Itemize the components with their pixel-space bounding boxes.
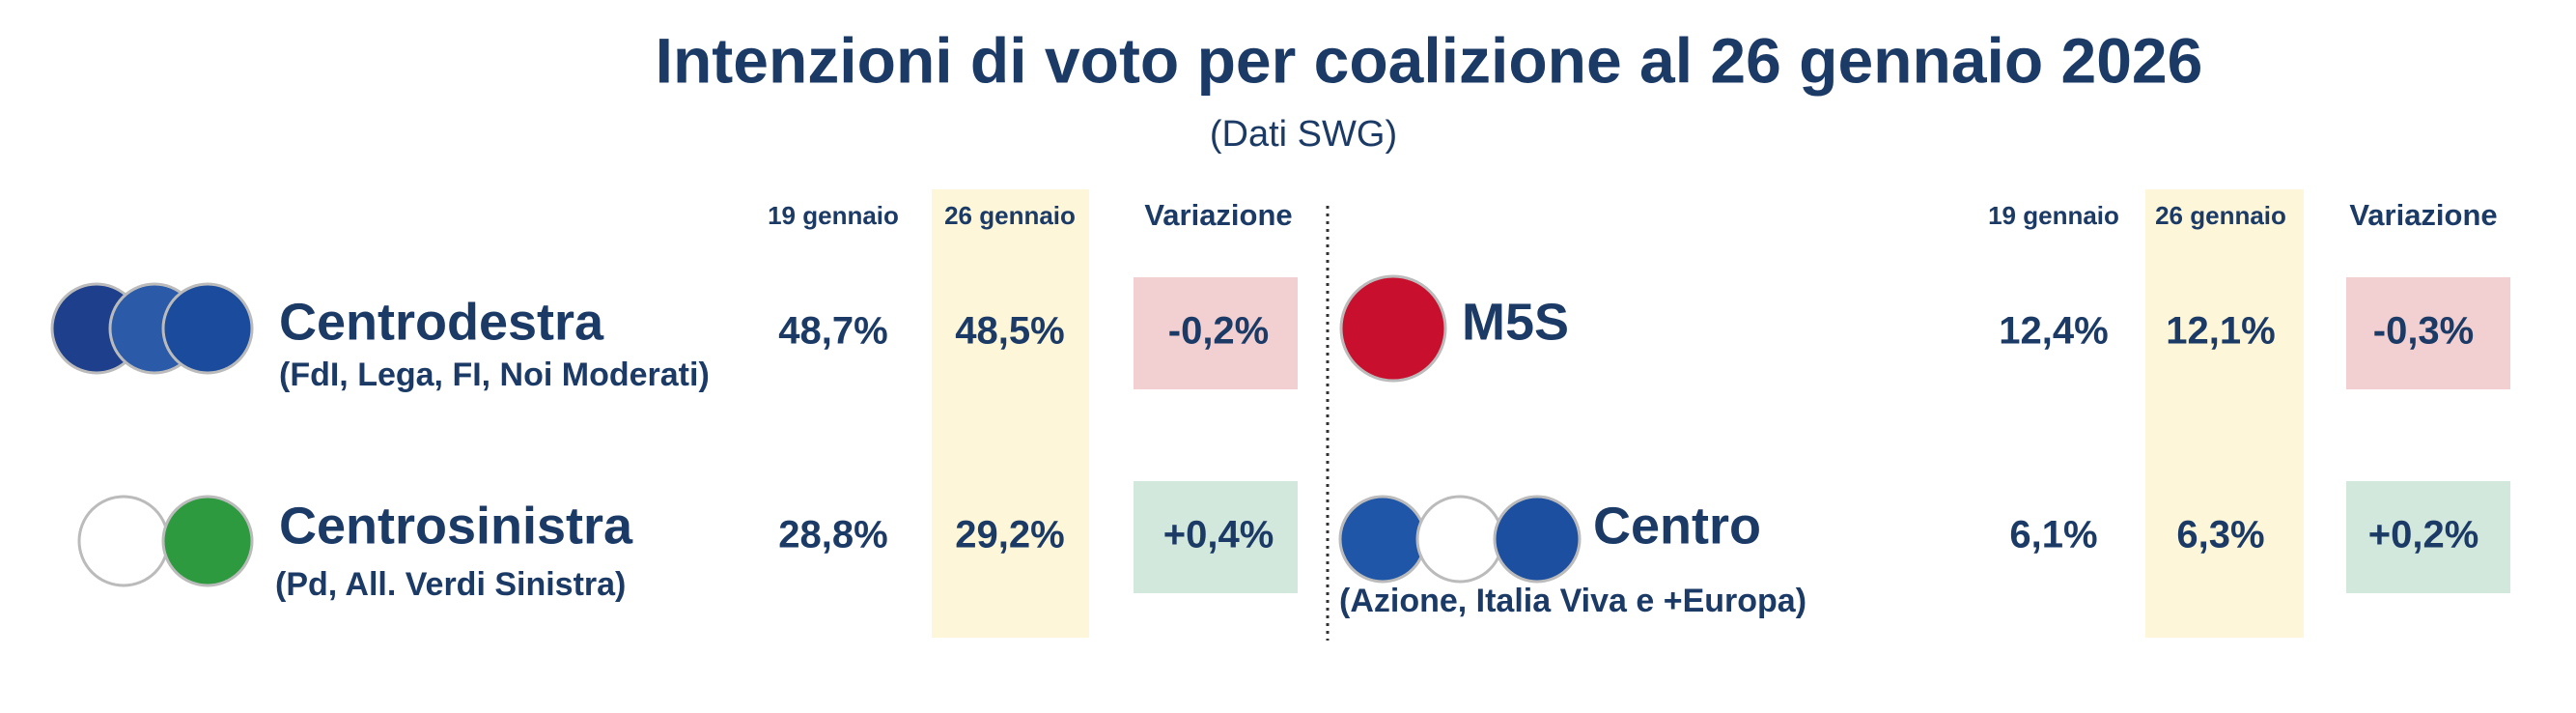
change-box bbox=[1134, 277, 1298, 389]
cell-value: 12,1% bbox=[2166, 310, 2275, 353]
column-header: 26 gennaio bbox=[944, 201, 1076, 230]
coalition-detail: (FdI, Lega, FI, Noi Moderati) bbox=[279, 356, 710, 393]
party-logo bbox=[161, 495, 254, 587]
coalition-name: Centrodestra bbox=[279, 293, 604, 351]
cell-value: 6,3% bbox=[2176, 514, 2264, 556]
cell-value: 12,4% bbox=[1999, 310, 2108, 353]
cell-value: 29,2% bbox=[955, 514, 1064, 556]
column-header: 26 gennaio bbox=[2155, 201, 2286, 230]
column-header: Variazione bbox=[2349, 198, 2497, 232]
cell-value: 48,5% bbox=[955, 310, 1064, 353]
cell-value: -0,2% bbox=[1168, 310, 1270, 353]
column-header: 19 gennaio bbox=[1988, 201, 2119, 230]
cell-value: -0,3% bbox=[2373, 310, 2475, 353]
change-box bbox=[2346, 481, 2510, 593]
coalition-name: Centro bbox=[1593, 497, 1761, 555]
party-logo bbox=[1338, 495, 1427, 584]
change-box bbox=[1134, 481, 1298, 593]
column-header: Variazione bbox=[1144, 198, 1292, 232]
cell-value: 6,1% bbox=[2009, 514, 2097, 556]
subtitle: (Dati SWG) bbox=[1210, 114, 1397, 155]
cell-value: +0,4% bbox=[1163, 514, 1274, 556]
highlight-column bbox=[2145, 189, 2304, 638]
coalition-name: M5S bbox=[1462, 293, 1569, 351]
party-logo bbox=[161, 282, 254, 375]
cell-value: +0,2% bbox=[2368, 514, 2479, 556]
coalition-detail: (Pd, All. Verdi Sinistra) bbox=[275, 566, 626, 603]
cell-value: 28,8% bbox=[778, 514, 887, 556]
change-box bbox=[2346, 277, 2510, 389]
party-logo bbox=[1339, 274, 1447, 383]
cell-value: 48,7% bbox=[778, 310, 887, 353]
party-logo bbox=[77, 495, 170, 587]
party-logo bbox=[1415, 495, 1504, 584]
coalition-name: Centrosinistra bbox=[279, 497, 633, 555]
coalition-detail: (Azione, Italia Viva e +Europa) bbox=[1339, 583, 1806, 619]
highlight-column bbox=[932, 189, 1089, 638]
column-header: 19 gennaio bbox=[768, 201, 899, 230]
title: Intenzioni di voto per coalizione al 26 … bbox=[656, 24, 2203, 96]
party-logo bbox=[1493, 495, 1582, 584]
